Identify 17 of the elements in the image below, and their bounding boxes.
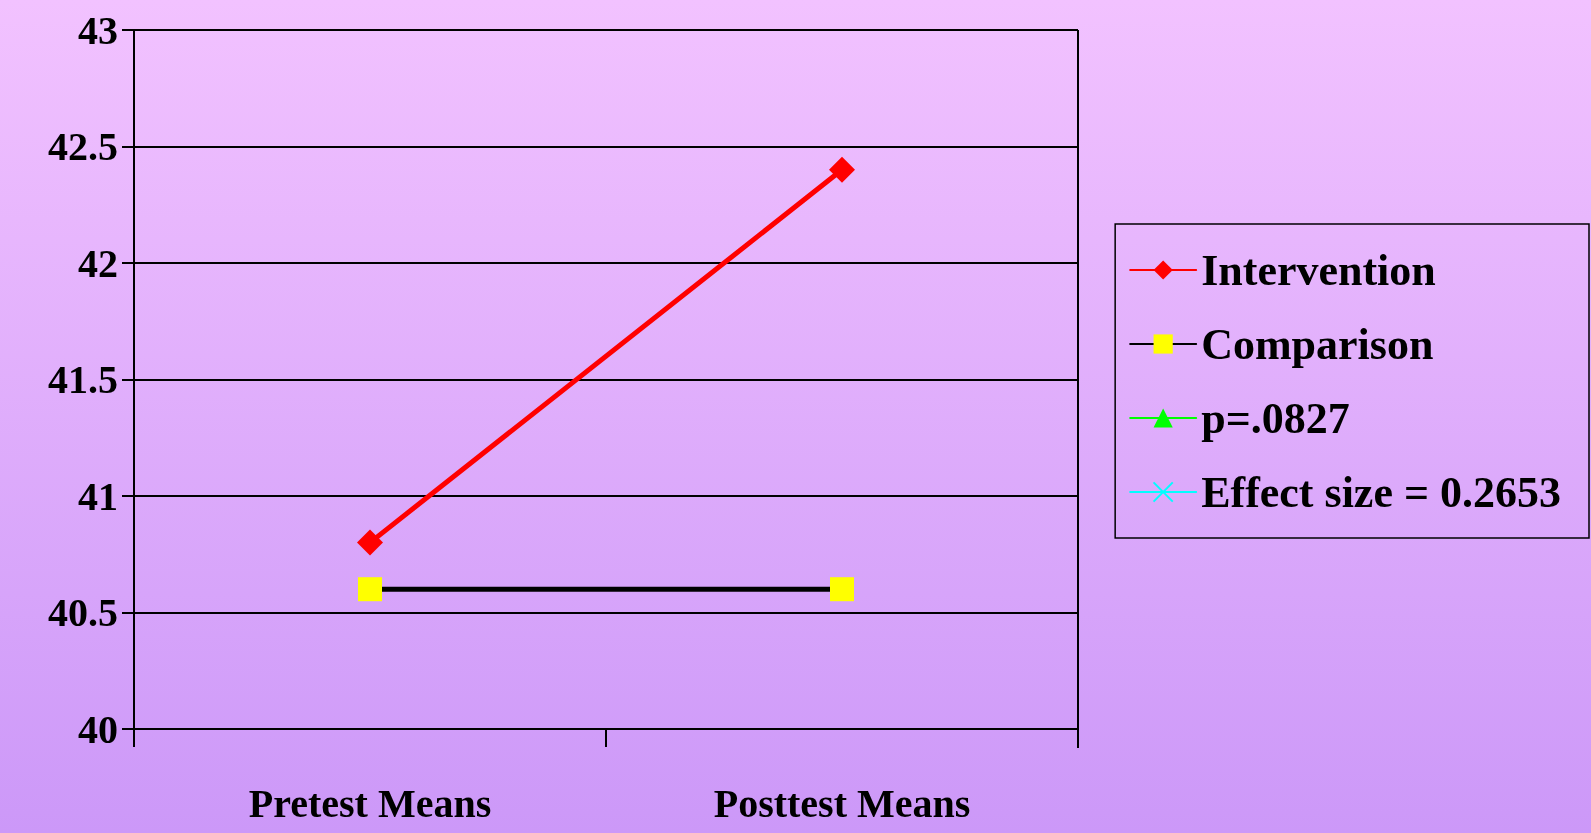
y-tick-label: 40.5 bbox=[48, 590, 118, 635]
point bbox=[829, 156, 855, 183]
y-tick-label: 42.5 bbox=[48, 124, 118, 169]
y-tick-label: 43 bbox=[78, 7, 118, 53]
y-tick-label: 41.5 bbox=[48, 357, 118, 402]
x-tick-label: Pretest Means bbox=[248, 780, 492, 826]
point bbox=[830, 577, 854, 602]
y-tick-label: 41 bbox=[78, 473, 118, 519]
legend-label: Effect size = 0.2653 bbox=[1201, 467, 1561, 517]
y-tick-label: 42 bbox=[78, 240, 118, 286]
legend-label: Intervention bbox=[1201, 245, 1436, 295]
y-tick-label: 40 bbox=[78, 706, 118, 752]
point bbox=[358, 577, 382, 602]
point bbox=[357, 529, 383, 556]
legend-label: p=.0827 bbox=[1201, 393, 1350, 443]
x-tick-label: Posttest Means bbox=[713, 780, 971, 826]
legend-label: Comparison bbox=[1201, 319, 1434, 369]
